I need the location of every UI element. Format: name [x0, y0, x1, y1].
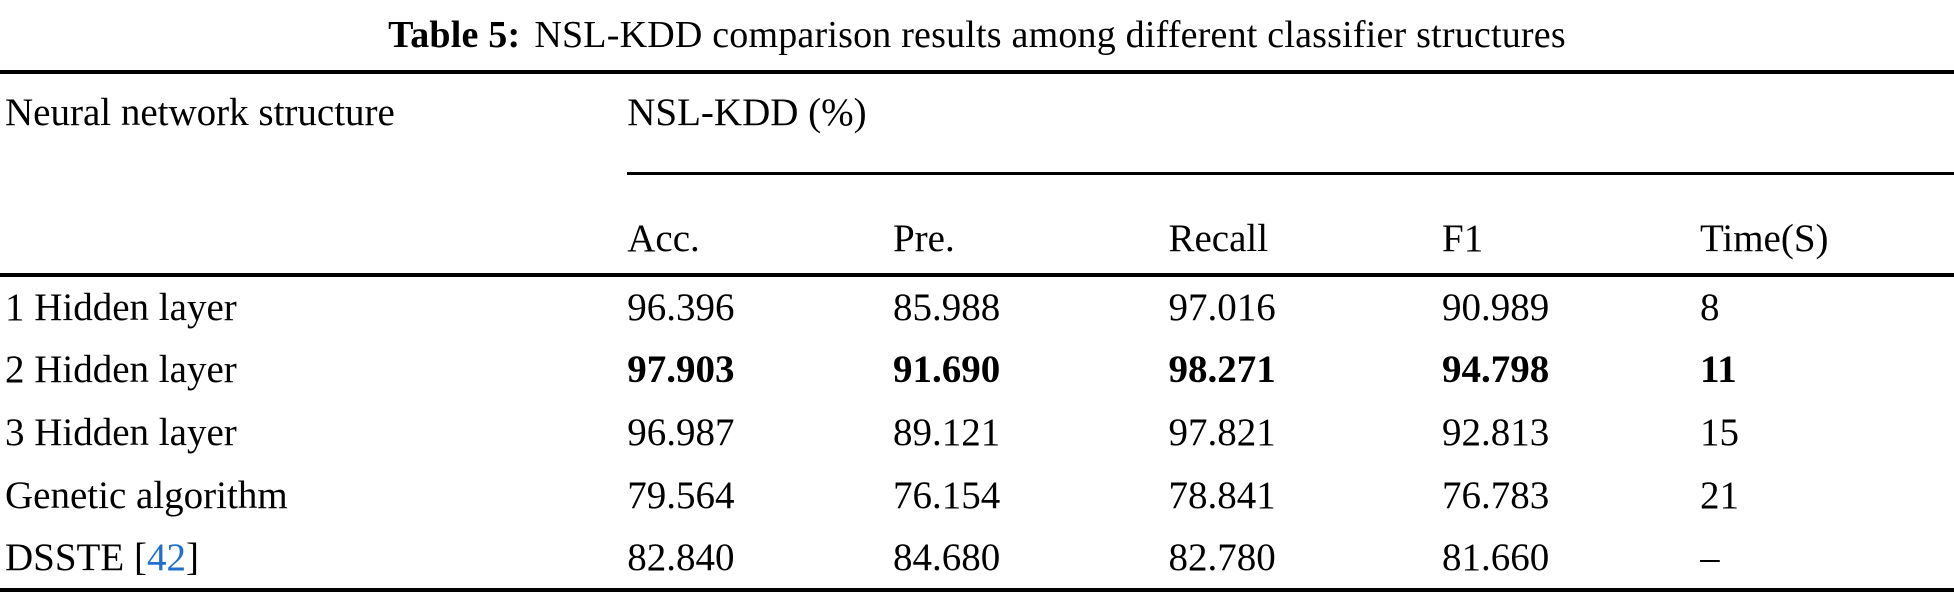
row-label: 2 Hidden layer: [0, 338, 627, 401]
table-caption-label: Table 5:: [388, 14, 521, 56]
cell-value: 85.988: [892, 286, 1001, 329]
row-label-text: 2 Hidden layer: [5, 348, 237, 391]
cell-value: 11: [1699, 348, 1737, 391]
cell-value: 98.271: [1168, 348, 1276, 391]
column-header-acc: Acc.: [627, 217, 700, 260]
cell-value: 91.690: [892, 348, 1001, 391]
cell-value: 89.121: [892, 411, 1001, 454]
table-row: Genetic algorithm 79.564 76.154 78.841 76.78…: [0, 464, 1954, 527]
cell-value: 97.016: [1168, 286, 1276, 329]
table-caption-text: NSL-KDD comparison results among differe…: [534, 14, 1566, 56]
citation-bracket-open: [: [124, 536, 147, 579]
cell-value: 81.660: [1442, 536, 1550, 579]
row-label: DSSTE [42]: [0, 527, 627, 590]
row-label-text: 3 Hidden layer: [5, 411, 237, 454]
table-body: 1 Hidden layer 96.396 85.988 97.016 90.989 8 2…: [0, 275, 1954, 590]
table-caption: Table 5: NSL-KDD comparison results amon…: [0, 0, 1954, 70]
results-table: Neural network structure NSL-KDD (%) Acc…: [0, 70, 1954, 592]
cell-value: 8: [1699, 286, 1720, 329]
row-label-text: Genetic algorithm: [5, 474, 288, 517]
cell-value: 76.783: [1442, 474, 1550, 517]
cell-value: 90.989: [1442, 286, 1550, 329]
cell-value: 97.821: [1168, 411, 1276, 454]
column-header-pre: Pre.: [892, 217, 955, 260]
table-row: 3 Hidden layer 96.987 89.121 97.821 92.813 15: [0, 401, 1954, 464]
table-row: 2 Hidden layer 97.903 91.690 98.271 94.798 11: [0, 338, 1954, 401]
cell-value: 15: [1699, 411, 1739, 454]
cell-value: 96.987: [627, 411, 735, 454]
sub-header-row: Acc. Pre. Recall F1 Time(S): [0, 173, 1954, 275]
cell-value: 82.840: [627, 536, 735, 579]
cell-value: 94.798: [1442, 348, 1550, 391]
cell-value: 21: [1699, 474, 1739, 517]
row-label: 1 Hidden layer: [0, 275, 627, 338]
cell-value: 78.841: [1168, 474, 1276, 517]
column-header-time: Time(S): [1699, 217, 1829, 260]
cell-value: –: [1699, 536, 1720, 579]
cell-value: 84.680: [892, 536, 1001, 579]
row-label-text: DSSTE: [5, 536, 125, 579]
column-group-header-nslkdd: NSL-KDD (%): [627, 72, 1954, 175]
cell-value: 76.154: [892, 474, 1001, 517]
cell-value: 82.780: [1168, 536, 1276, 579]
table-row: 1 Hidden layer 96.396 85.988 97.016 90.989 8: [0, 275, 1954, 338]
column-header-f1: F1: [1442, 217, 1484, 260]
row-label: Genetic algorithm: [0, 464, 627, 527]
row-label-text: 1 Hidden layer: [5, 286, 237, 329]
cell-value: 97.903: [627, 348, 735, 391]
row-label: 3 Hidden layer: [0, 401, 627, 464]
cell-value: 79.564: [627, 474, 735, 517]
table-row: DSSTE [42] 82.840 84.680 82.780 81.660–: [0, 527, 1954, 590]
cell-value: 92.813: [1442, 411, 1550, 454]
column-header-recall: Recall: [1168, 217, 1269, 260]
citation-bracket-close: ]: [185, 536, 199, 579]
citation-link[interactable]: 42: [146, 536, 186, 579]
cell-value: 96.396: [627, 286, 735, 329]
column-header-structure: Neural network structure: [5, 91, 395, 134]
group-header-row: Neural network structure NSL-KDD (%): [0, 72, 1954, 175]
